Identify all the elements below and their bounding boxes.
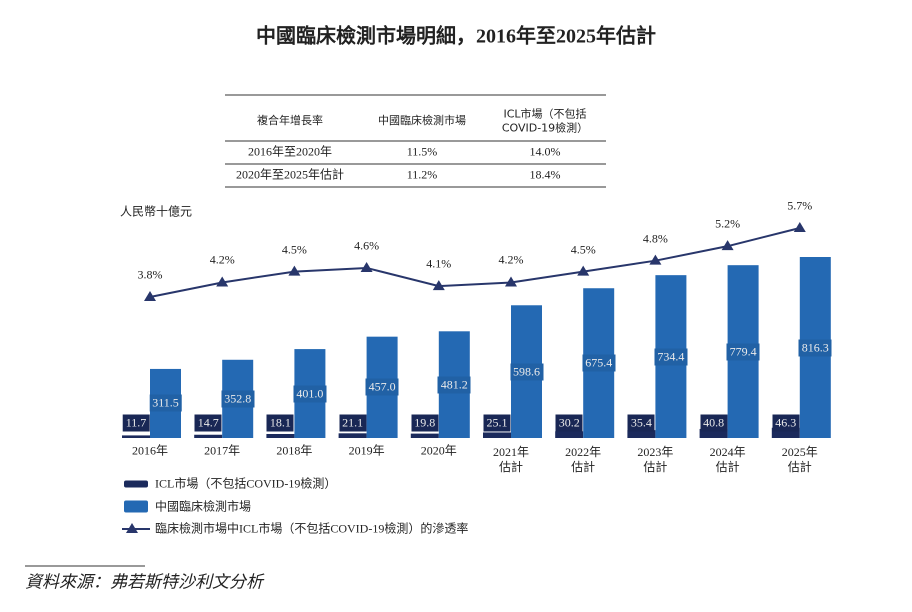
data-label: 30.2 [555, 414, 583, 432]
data-label: 4.2% [498, 252, 524, 267]
data-label: 816.3 [798, 339, 832, 356]
x-tick-label: 2024年 估計 [709, 445, 746, 474]
bar [483, 432, 511, 438]
table-cell: 14.0% [529, 144, 561, 159]
bar [627, 430, 656, 438]
x-tick-label: 2023年 估計 [637, 445, 674, 474]
line-marker [216, 276, 229, 287]
source: 資料來源：弗若斯特沙利文分析 [25, 572, 263, 592]
x-tick-label: 2025年 估計 [781, 445, 818, 474]
data-label: 4.5% [281, 242, 307, 257]
table-header: 複合年增長率 [257, 114, 323, 128]
data-label: 401.0 [293, 385, 327, 403]
data-label: 40.8 [700, 414, 728, 432]
legend-swatch [124, 500, 148, 513]
table-cell: 18.4% [529, 167, 561, 182]
bar [771, 427, 800, 438]
x-tick-label: 2022年 估計 [565, 445, 602, 474]
legend-marker [126, 523, 138, 533]
table-header: ICL市場（不包括 COVID-19檢測） [501, 107, 589, 134]
data-label: 4.8% [642, 231, 668, 246]
data-label: 14.7 [194, 414, 222, 432]
bar [266, 433, 295, 438]
chart-title: 中國臨床檢測市場明細，2016年至2025年估計 [256, 25, 656, 48]
legend-swatch [124, 480, 148, 488]
table-cell: 11.2% [406, 167, 438, 182]
data-label: 25.1 [483, 414, 511, 432]
legend-label: ICL市場（不包括COVID-19檢測） [155, 476, 337, 491]
data-label: 5.2% [715, 216, 741, 231]
bar [555, 431, 584, 438]
x-tick-label: 2018年 [276, 443, 313, 458]
legend-label: 中國臨床檢測市場 [155, 499, 252, 513]
line-marker [793, 222, 806, 232]
bar [122, 435, 150, 438]
data-label: 46.3 [772, 414, 800, 432]
table-header: 中國臨床檢測市場 [378, 114, 466, 128]
data-label: 598.6 [510, 363, 543, 381]
data-label: 21.1 [339, 414, 367, 432]
data-label: 311.5 [149, 394, 182, 412]
x-tick-label: 2021年 估計 [492, 445, 530, 474]
data-label: 4.2% [209, 252, 235, 267]
line-marker [505, 276, 517, 287]
line-marker [577, 265, 590, 276]
line-marker [360, 261, 373, 272]
bar [338, 433, 367, 438]
data-label: 11.7 [122, 414, 150, 432]
table-cell: 2016年至2020年 [247, 144, 333, 159]
line-marker [288, 265, 301, 276]
data-label: 3.8% [137, 267, 163, 282]
x-tick-label: 2016年 [131, 443, 169, 458]
y-axis-label: 人民幣十億元 [120, 204, 193, 219]
data-label: 779.4 [726, 343, 760, 361]
data-label: 18.1 [266, 414, 294, 432]
line-marker [649, 254, 662, 265]
table-cell: 11.5% [406, 144, 438, 159]
data-label: 734.4 [654, 348, 688, 366]
x-tick-label: 2017年 [204, 443, 241, 458]
data-label: 675.4 [582, 354, 616, 372]
data-label: 457.0 [365, 378, 399, 396]
bar [699, 428, 728, 438]
data-label: 352.8 [221, 390, 255, 408]
data-label: 4.5% [570, 242, 596, 257]
data-label: 481.2 [437, 376, 471, 394]
x-tick-label: 2020年 [420, 443, 457, 458]
bar [410, 433, 439, 438]
data-label: 5.7% [787, 198, 813, 213]
line-marker [721, 240, 734, 251]
data-label: 19.8 [411, 414, 439, 432]
line-marker [432, 280, 445, 291]
x-tick-label: 2019年 [348, 443, 385, 458]
data-label: 4.6% [354, 238, 380, 253]
table-lines [225, 94, 606, 188]
line [149, 227, 801, 298]
table-cell: 2020年至2025年估計 [235, 167, 345, 182]
bar [194, 434, 223, 438]
line-marker [144, 291, 156, 301]
data-label: 4.1% [426, 256, 452, 271]
legend-label: 臨床檢測市場中ICL市場（不包括COVID-19檢測）的滲透率 [155, 521, 469, 536]
data-label: 35.4 [627, 414, 655, 432]
